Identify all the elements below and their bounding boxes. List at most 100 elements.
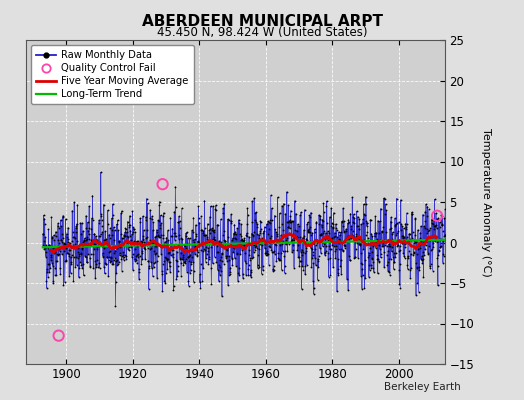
- Point: [139, 213, 147, 219]
- Point: [221, 237, 229, 244]
- Point: [42, 242, 50, 248]
- Point: [159, 213, 167, 219]
- Point: [381, 238, 390, 245]
- Point: [124, 246, 132, 252]
- Point: [205, 254, 214, 260]
- Point: [57, 237, 65, 243]
- Point: [234, 242, 243, 248]
- Point: [269, 263, 278, 269]
- Point: [387, 214, 395, 221]
- Point: [273, 231, 281, 238]
- Point: [292, 234, 300, 240]
- Point: [170, 208, 179, 215]
- Point: [82, 212, 90, 219]
- Point: [130, 246, 139, 252]
- Point: [373, 236, 381, 242]
- Point: [149, 264, 158, 271]
- Point: [211, 254, 219, 260]
- Point: [301, 262, 310, 269]
- Point: [113, 262, 121, 268]
- Point: [415, 266, 423, 273]
- Point: [280, 232, 288, 238]
- Point: [411, 216, 419, 222]
- Point: [139, 236, 147, 242]
- Point: [73, 249, 82, 255]
- Point: [128, 208, 137, 214]
- Point: [83, 236, 91, 242]
- Point: [331, 232, 339, 239]
- Point: [228, 237, 236, 243]
- Point: [176, 255, 184, 261]
- Point: [257, 219, 265, 225]
- Point: [150, 243, 159, 249]
- Point: [342, 226, 351, 232]
- Point: [393, 243, 401, 249]
- Point: [329, 225, 337, 231]
- Point: [147, 259, 155, 266]
- Point: [195, 240, 203, 246]
- Point: [58, 239, 67, 245]
- Point: [260, 239, 268, 246]
- Point: [399, 235, 407, 242]
- Point: [171, 204, 180, 210]
- Point: [264, 218, 272, 224]
- Point: [251, 247, 259, 253]
- Point: [56, 264, 64, 271]
- Point: [236, 240, 244, 246]
- Point: [53, 258, 61, 264]
- Point: [77, 231, 85, 237]
- Point: [365, 274, 373, 280]
- Point: [100, 201, 108, 208]
- Point: [185, 240, 193, 247]
- Point: [353, 208, 361, 214]
- Point: [128, 250, 137, 257]
- Point: [359, 201, 368, 207]
- Point: [275, 257, 283, 263]
- Point: [203, 236, 211, 242]
- Point: [149, 240, 157, 246]
- Point: [52, 232, 60, 239]
- Point: [412, 292, 420, 298]
- Point: [39, 230, 47, 237]
- Point: [329, 224, 337, 230]
- Point: [324, 274, 333, 280]
- Point: [177, 234, 185, 241]
- Point: [384, 268, 392, 274]
- Point: [67, 254, 75, 260]
- Point: [280, 200, 288, 207]
- Point: [163, 227, 172, 234]
- Point: [300, 233, 308, 239]
- Point: [91, 260, 100, 267]
- Point: [334, 266, 342, 272]
- Point: [104, 220, 112, 227]
- Point: [262, 240, 270, 246]
- Point: [212, 259, 221, 265]
- Point: [69, 278, 78, 284]
- Point: [351, 239, 359, 245]
- Point: [155, 218, 163, 224]
- Point: [43, 268, 51, 275]
- Point: [434, 282, 442, 289]
- Point: [323, 220, 331, 226]
- Point: [278, 248, 287, 254]
- Point: [266, 244, 275, 250]
- Point: [412, 264, 421, 270]
- Point: [181, 260, 189, 266]
- Point: [432, 210, 440, 216]
- Point: [307, 264, 315, 270]
- Point: [103, 242, 111, 248]
- Point: [70, 233, 79, 240]
- Point: [235, 272, 243, 278]
- Point: [321, 230, 330, 236]
- Point: [219, 232, 227, 238]
- Point: [267, 216, 276, 223]
- Point: [160, 278, 168, 284]
- Text: Berkeley Earth: Berkeley Earth: [385, 382, 461, 392]
- Point: [55, 246, 63, 253]
- Point: [343, 276, 351, 282]
- Point: [259, 267, 267, 274]
- Point: [274, 194, 282, 200]
- Point: [70, 245, 78, 252]
- Point: [129, 224, 138, 230]
- Point: [166, 263, 174, 269]
